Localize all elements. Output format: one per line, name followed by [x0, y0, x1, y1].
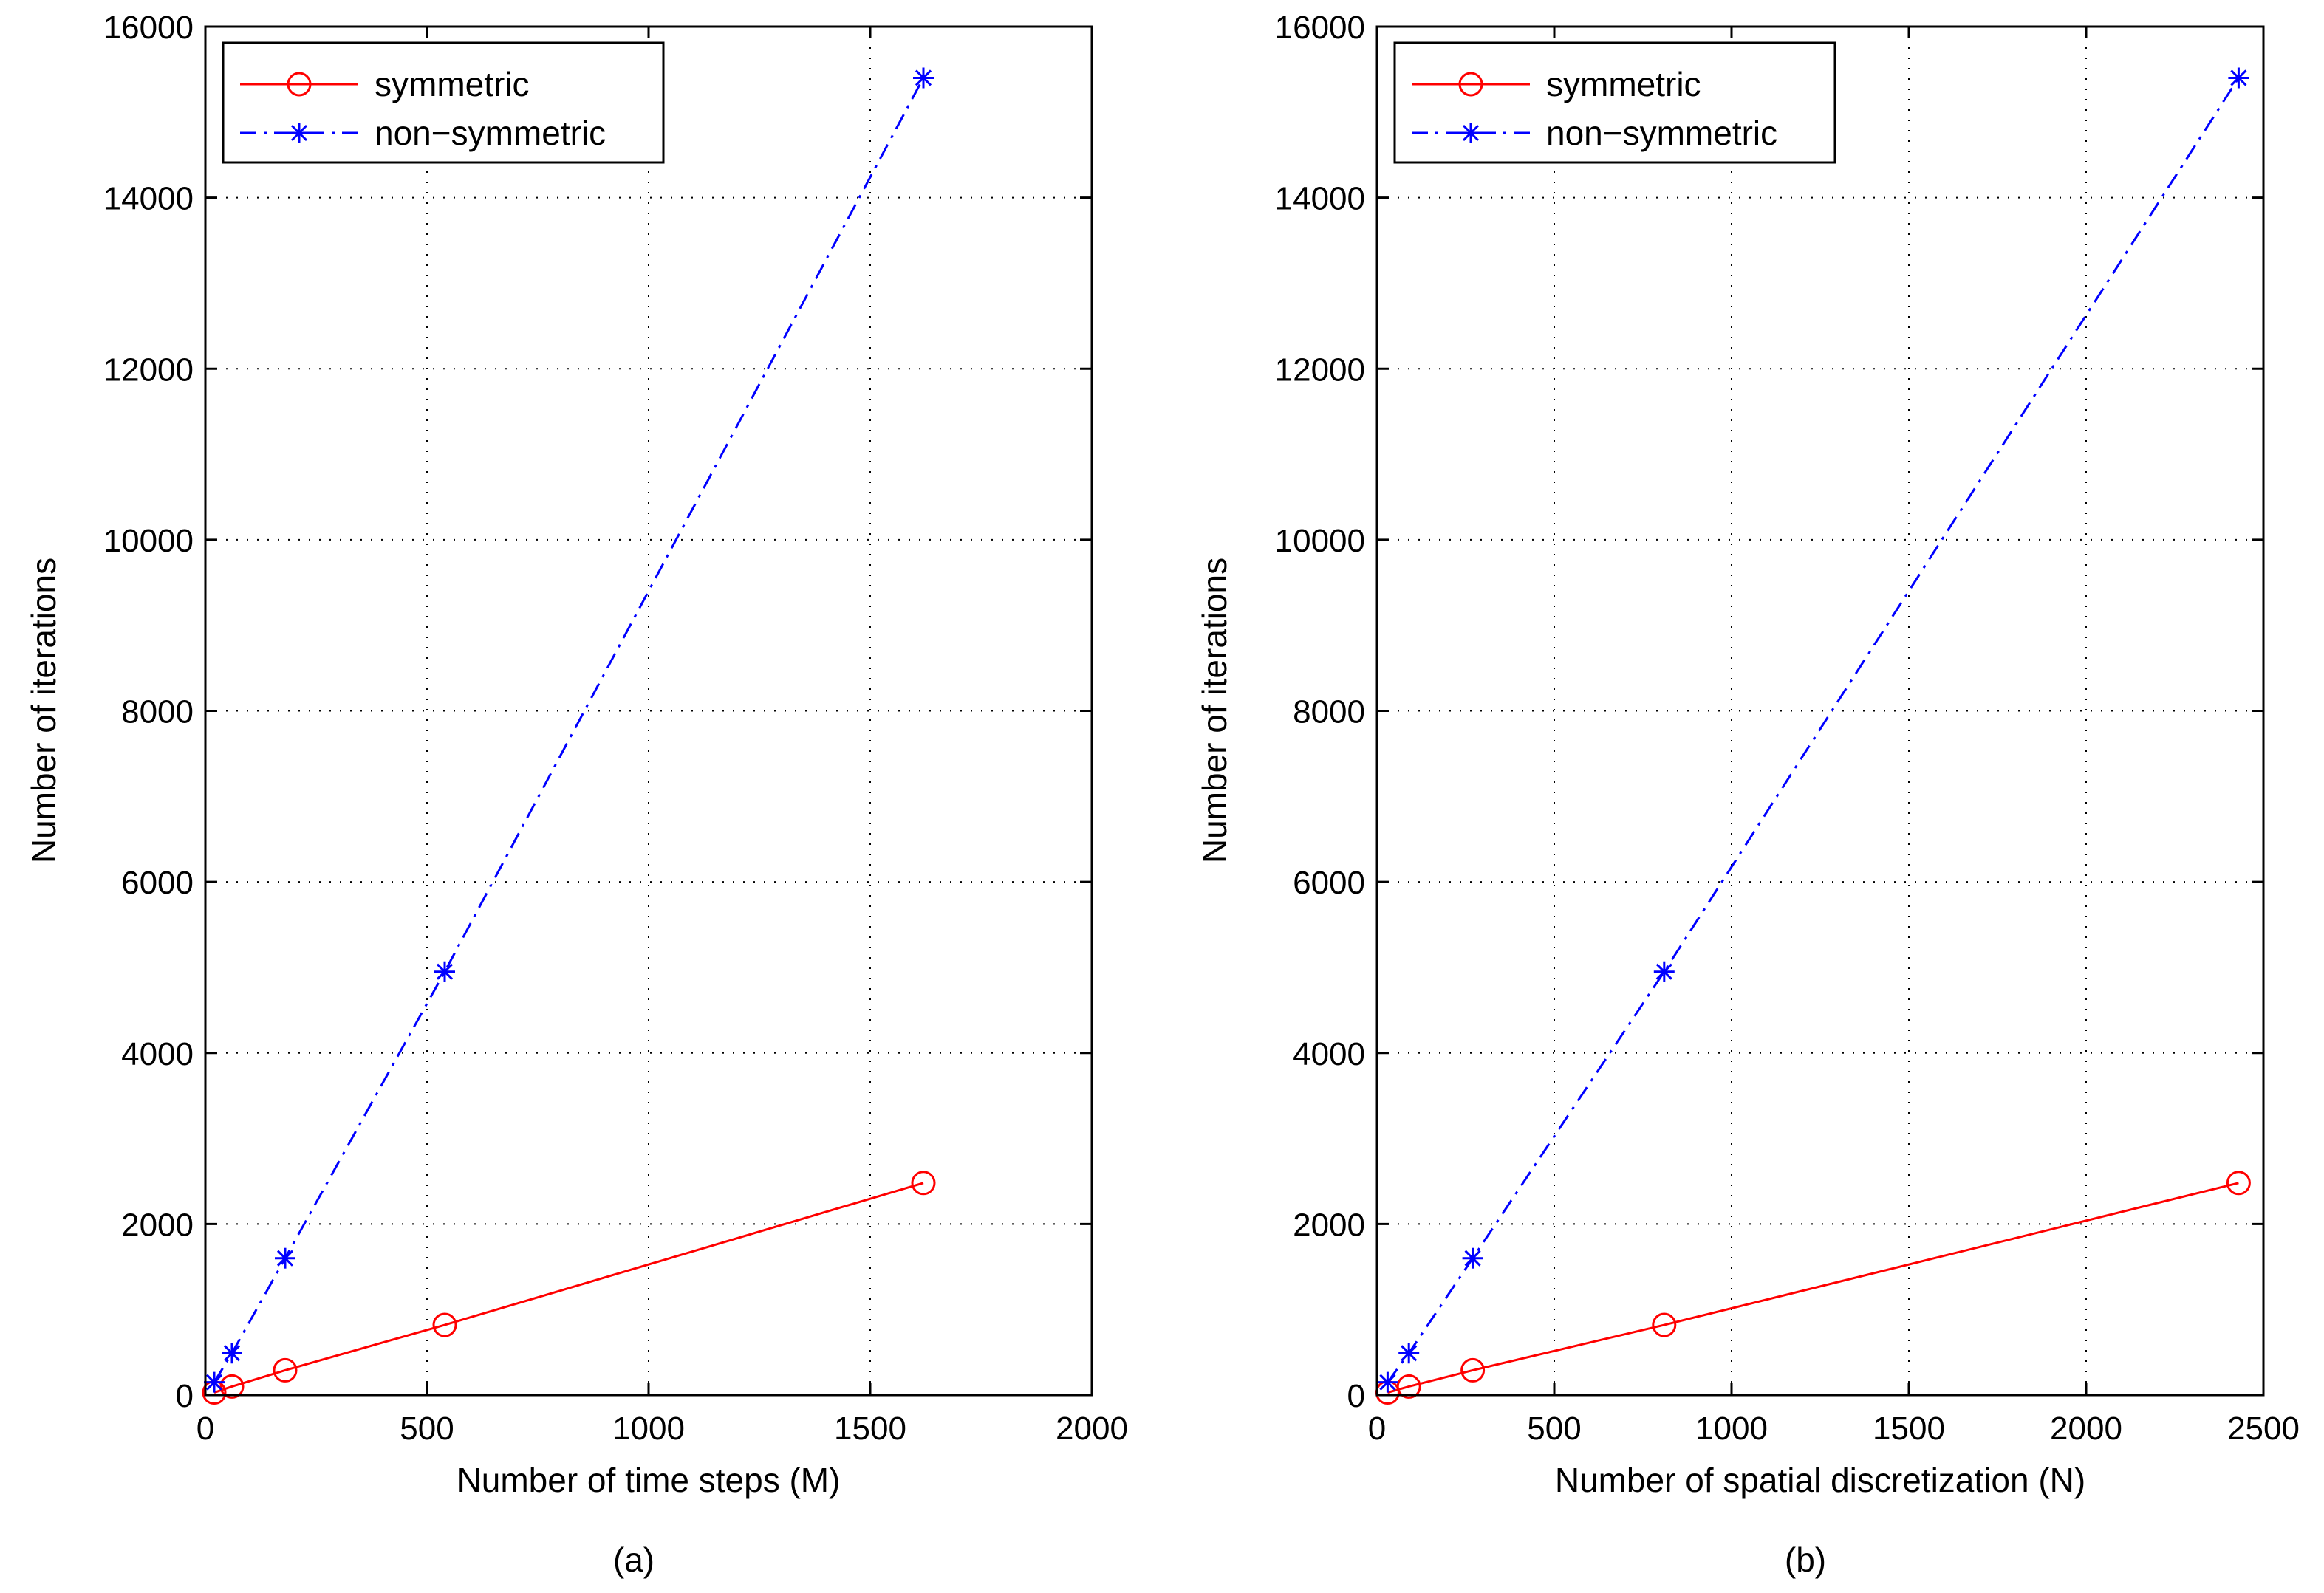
data-point-nonsymmetric: [1398, 1343, 1420, 1364]
data-point-nonsymmetric: [913, 67, 934, 89]
grid-a: [205, 27, 1092, 1395]
y-tick-label: 8000: [1293, 694, 1365, 730]
y-axis-label-a: Number of iterations: [24, 558, 63, 863]
data-point-nonsymmetric: [2228, 67, 2249, 89]
x-tick-label: 500: [1527, 1411, 1581, 1447]
x-tick-label: 1000: [612, 1411, 685, 1447]
x-tick-label: 1500: [834, 1411, 906, 1447]
legend-box-b: [1393, 41, 1836, 164]
y-tick-label: 8000: [121, 694, 194, 730]
x-tick-label: 2500: [2227, 1411, 2300, 1447]
data-point-symmetric: [219, 1374, 245, 1399]
x-tick-label: 0: [196, 1411, 214, 1447]
data-point-symmetric: [2226, 1171, 2251, 1196]
data-point-symmetric: [1652, 1312, 1677, 1337]
legend-a: symmetric non−symmetric: [222, 41, 665, 164]
y-tick-label: 6000: [1293, 865, 1365, 901]
panel-caption-a: (a): [613, 1541, 655, 1579]
x-axis-label-a: Number of time steps (M): [457, 1461, 841, 1499]
x-axis-label-b: Number of spatial discretization (N): [1555, 1461, 2085, 1499]
series-line-symmetric-b: [1387, 1182, 2239, 1394]
y-tick-label: 10000: [103, 523, 194, 559]
y-tick-label: 0: [176, 1378, 194, 1414]
data-point-symmetric: [1396, 1374, 1421, 1399]
y-tick-label: 6000: [121, 865, 194, 901]
x-tick-label: 2000: [1056, 1411, 1128, 1447]
y-tick-label: 2000: [121, 1207, 194, 1243]
legend-label-nonsymmetric-b: non−symmetric: [1546, 114, 1777, 152]
x-tick-label: 0: [1368, 1411, 1386, 1447]
y-tick-label: 14000: [1275, 181, 1365, 217]
legend-marker-nonsymmetric-b: [1460, 123, 1481, 143]
grid-b: [1377, 27, 2263, 1395]
legend-label-nonsymmetric-a: non−symmetric: [375, 114, 606, 152]
series-layer-a: [202, 67, 936, 1405]
plot-area-a: [205, 27, 1092, 1395]
data-point-nonsymmetric: [204, 1371, 225, 1393]
y-tick-label: 16000: [1275, 10, 1365, 46]
panel-caption-b: (b): [1785, 1541, 1826, 1579]
y-tick-label: 4000: [121, 1036, 194, 1072]
legend-box-a: [222, 41, 665, 164]
legend-marker-symmetric-a: [287, 72, 312, 97]
y-tick-label: 10000: [1275, 523, 1365, 559]
y-tick-label: 0: [1347, 1378, 1365, 1414]
data-point-nonsymmetric: [222, 1343, 242, 1364]
x-tick-label: 1000: [1695, 1411, 1768, 1447]
y-axis-label-b: Number of iterations: [1195, 558, 1234, 863]
data-point-nonsymmetric: [1462, 1247, 1483, 1269]
data-point-symmetric: [432, 1312, 457, 1337]
data-point-nonsymmetric: [1653, 961, 1675, 982]
data-point-symmetric: [911, 1171, 936, 1196]
y-tick-label: 4000: [1293, 1036, 1365, 1072]
data-point-symmetric: [273, 1357, 298, 1383]
x-tick-label: 500: [400, 1411, 454, 1447]
data-point-nonsymmetric: [434, 961, 455, 982]
ticks-a: 0 500 1000 1500 2000 0 2000 4000 6000 8000 10000 12…: [103, 10, 1128, 1447]
y-tick-label: 16000: [103, 10, 194, 46]
data-point-nonsymmetric: [1377, 1371, 1398, 1393]
y-tick-label: 14000: [103, 181, 194, 217]
data-point-symmetric: [1460, 1357, 1486, 1383]
x-tick-label: 2000: [2050, 1411, 2122, 1447]
series-layer-b: [1375, 67, 2251, 1405]
legend-marker-symmetric-b: [1458, 72, 1483, 97]
x-tick-label: 1500: [1873, 1411, 1945, 1447]
y-tick-label: 12000: [103, 352, 194, 388]
chart-panel-b: 0 500 1000 1500 2000 2500 0 2000 4000 6000 8000 100…: [1195, 10, 2300, 1579]
ticks-b: 0 500 1000 1500 2000 2500 0 2000 4000 6000 8000 100…: [1275, 10, 2300, 1447]
legend-label-symmetric-a: symmetric: [375, 65, 530, 103]
y-tick-label: 2000: [1293, 1207, 1365, 1243]
chart-panel-a: 0 500 1000 1500 2000 0 2000 4000 6000 8000 10000 12…: [24, 10, 1128, 1579]
plot-area-b: [1377, 27, 2263, 1395]
legend-marker-nonsymmetric-a: [289, 123, 310, 143]
legend-label-symmetric-b: symmetric: [1546, 65, 1701, 103]
series-line-symmetric-a: [213, 1182, 924, 1394]
data-point-nonsymmetric: [275, 1247, 295, 1269]
y-tick-label: 12000: [1275, 352, 1365, 388]
legend-b: symmetric non−symmetric: [1393, 41, 1836, 164]
